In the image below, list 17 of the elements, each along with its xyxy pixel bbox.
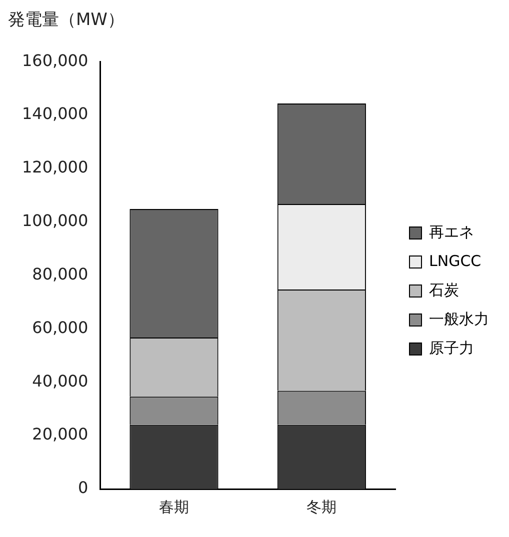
y-tick-label: 140,000: [22, 104, 88, 124]
y-tick-label: 20,000: [32, 424, 88, 444]
legend-label: 再エネ: [429, 222, 474, 241]
y-tick-label: 160,000: [22, 50, 88, 70]
legend-label: 一般水力: [429, 310, 489, 328]
legend-label: 石炭: [429, 280, 459, 299]
x-tick-label: 春期: [159, 498, 189, 516]
legend-label: 原子力: [429, 338, 474, 357]
y-tick-label: 40,000: [32, 371, 88, 390]
x-tick-label: 冬期: [306, 498, 337, 516]
y-tick-label: 60,000: [32, 318, 88, 337]
y-tick-label: 120,000: [22, 158, 88, 177]
y-tick-label: 0: [78, 478, 88, 498]
y-axis-title: 発電量（MW）: [8, 9, 124, 31]
y-tick-label: 80,000: [32, 264, 88, 284]
legend-label: LNGCC: [429, 252, 482, 270]
y-tick-label: 100,000: [22, 211, 88, 230]
